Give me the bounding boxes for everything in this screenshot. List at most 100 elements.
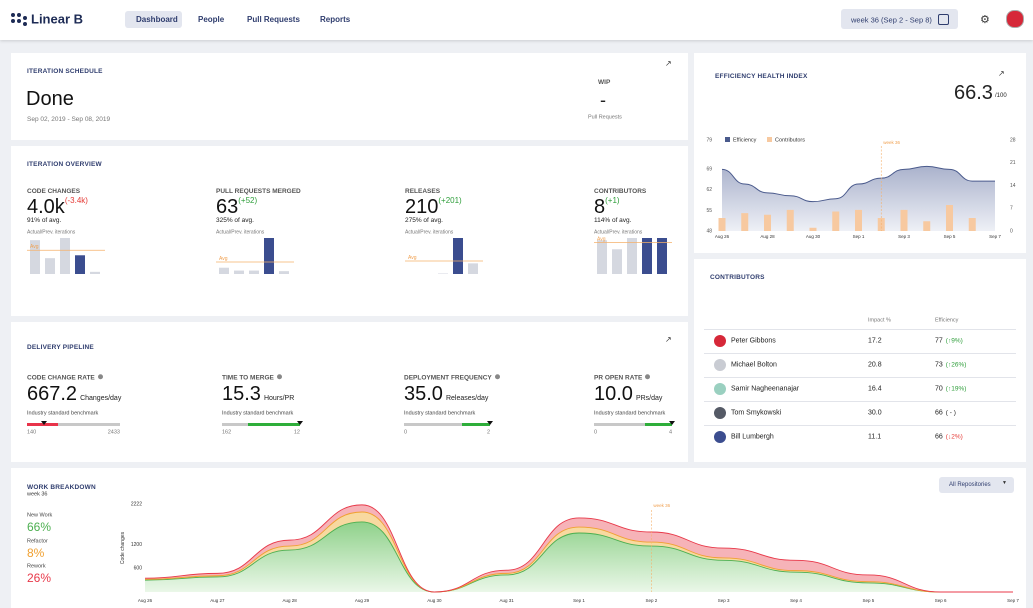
contributors-bar xyxy=(923,221,931,231)
user-avatar[interactable] xyxy=(1006,10,1024,28)
annotation-label: week 36 xyxy=(653,503,670,508)
metric-value: 210 xyxy=(405,196,439,218)
efficiency-value: 73 xyxy=(935,361,943,369)
legend-label: Contributors xyxy=(775,138,805,144)
efficiency-value: 66 xyxy=(935,409,943,417)
metric-value: 667.2 xyxy=(27,383,78,405)
expand-icon[interactable]: ↗ xyxy=(998,69,1005,78)
legend-label: Refactor xyxy=(27,537,48,544)
benchmark-label: Industry standard benchmark xyxy=(27,410,99,417)
mini-bar xyxy=(60,238,70,274)
week-label[interactable]: week 36 (Sep 2 - Sep 8) xyxy=(851,14,932,24)
metric-avg: 275% of avg. xyxy=(405,216,443,224)
calendar-icon[interactable] xyxy=(938,14,949,25)
y-tick-label: 69 xyxy=(706,167,712,173)
x-tick-label: Aug 27 xyxy=(210,598,225,603)
benchmark-marker xyxy=(669,421,675,425)
dropdown-arrow[interactable]: ▼ xyxy=(1002,480,1007,486)
logo: Linear B xyxy=(31,11,84,27)
repo-dropdown[interactable] xyxy=(939,477,1014,493)
y-tick-label: 48 xyxy=(706,228,712,234)
metric-value-row: 667.2 Changes/day xyxy=(27,384,121,404)
x-tick-label: Sep 6 xyxy=(935,598,947,603)
x-tick-label: Aug 28 xyxy=(760,234,775,239)
active-tab xyxy=(125,11,182,28)
benchmark-marker xyxy=(297,421,303,425)
x-tick-label: Sep 3 xyxy=(718,598,730,603)
dates: Sep 02, 2019 - Sep 08, 2019 xyxy=(27,115,111,123)
y2-tick-label: 0 xyxy=(1010,228,1013,234)
efficiency-cell: 66( - ) xyxy=(935,409,956,417)
nav-item[interactable]: Reports xyxy=(320,14,351,24)
efficiency-value: 70 xyxy=(935,385,943,393)
metric-label: CONTRIBUTORS xyxy=(594,187,647,195)
benchmark-bar xyxy=(594,423,672,426)
metric-label-row: CODE CHANGE RATE xyxy=(27,374,103,382)
mini-bar xyxy=(627,238,637,274)
x-tick-label: Sep 1 xyxy=(573,598,585,603)
contributor-name: Samir Nagheenanajar xyxy=(731,385,800,393)
expand-icon[interactable]: ↗ xyxy=(665,335,672,344)
x-tick-label: Sep 5 xyxy=(862,598,874,603)
logo-icon xyxy=(11,13,27,26)
contributors-bar xyxy=(855,209,862,231)
row-separator xyxy=(704,353,1016,354)
x-tick-label: Aug 26 xyxy=(138,598,153,603)
y-tick-label: 55 xyxy=(706,208,712,214)
mini-bar xyxy=(30,240,40,274)
metric-value: 35.0 xyxy=(404,383,443,405)
x-tick-label: Sep 3 xyxy=(898,234,910,239)
mini-bar xyxy=(45,258,55,274)
benchmark-max: 12 xyxy=(293,429,300,436)
metric-avg: 91% of avg. xyxy=(27,216,62,224)
legend-swatch xyxy=(725,137,730,142)
stack-line xyxy=(144,511,1013,593)
metric-value-row: 4.0k(-3.4k) xyxy=(27,197,88,218)
y2-tick-label: 14 xyxy=(1010,183,1016,189)
x-tick-label: Aug 30 xyxy=(427,598,442,603)
impact: 30.0 xyxy=(868,409,882,417)
metric-unit: PRs/day xyxy=(635,395,663,402)
metric-avg: 325% of avg. xyxy=(216,216,254,224)
avatar xyxy=(714,359,726,371)
mini-bar xyxy=(264,238,274,274)
efficiency-line xyxy=(721,165,995,203)
efficiency-cell: 70 (↑19%) xyxy=(935,385,966,393)
nav-item[interactable]: Dashboard xyxy=(136,14,178,24)
delivery-pipeline-card xyxy=(11,322,688,462)
expand-icon[interactable]: ↗ xyxy=(665,59,672,68)
avg-label: Avg xyxy=(219,256,228,262)
mini-bar xyxy=(597,240,607,274)
legend-label: Efficiency xyxy=(733,138,757,144)
wip-value: - xyxy=(600,90,606,110)
stack-area xyxy=(145,521,1013,592)
benchmark-marker xyxy=(41,421,47,425)
efficiency-value: 66 xyxy=(935,433,943,441)
legend-share: 8% xyxy=(27,545,45,560)
mini-bar xyxy=(75,255,85,274)
nav-item[interactable]: Pull Requests xyxy=(247,14,300,24)
card-title: CONTRIBUTORS xyxy=(710,273,765,281)
mini-bar xyxy=(612,249,622,274)
benchmark-label: Industry standard benchmark xyxy=(404,410,476,417)
repo-label[interactable]: All Repositories xyxy=(949,482,991,488)
x-tick-label: Aug 26 xyxy=(715,234,730,239)
benchmark-segment xyxy=(645,423,672,426)
metric-caption: Actual/Prev. iterations xyxy=(594,229,643,236)
avatar xyxy=(714,335,726,347)
metric-label: CODE CHANGES xyxy=(27,187,81,195)
nav-item[interactable]: People xyxy=(198,14,225,24)
metric-label: CODE CHANGE RATE xyxy=(27,374,95,382)
benchmark-bar xyxy=(404,423,490,426)
week-selector[interactable] xyxy=(841,9,958,29)
settings-icon[interactable]: ⚙ xyxy=(980,14,990,26)
legend-swatch xyxy=(767,137,772,142)
contributors-bar xyxy=(946,205,953,231)
efficiency-value: 77 xyxy=(935,337,943,345)
row-separator xyxy=(704,425,1016,426)
legend-share: 26% xyxy=(27,571,52,585)
x-tick-label: Aug 29 xyxy=(355,598,370,603)
metric-caption: Actual/Prev. iterations xyxy=(216,229,265,236)
metric-label: DEPLOYMENT FREQUENCY xyxy=(404,374,492,382)
